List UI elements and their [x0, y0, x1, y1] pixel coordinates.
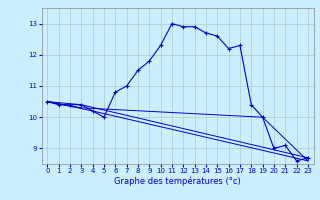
- X-axis label: Graphe des températures (°c): Graphe des températures (°c): [114, 177, 241, 186]
